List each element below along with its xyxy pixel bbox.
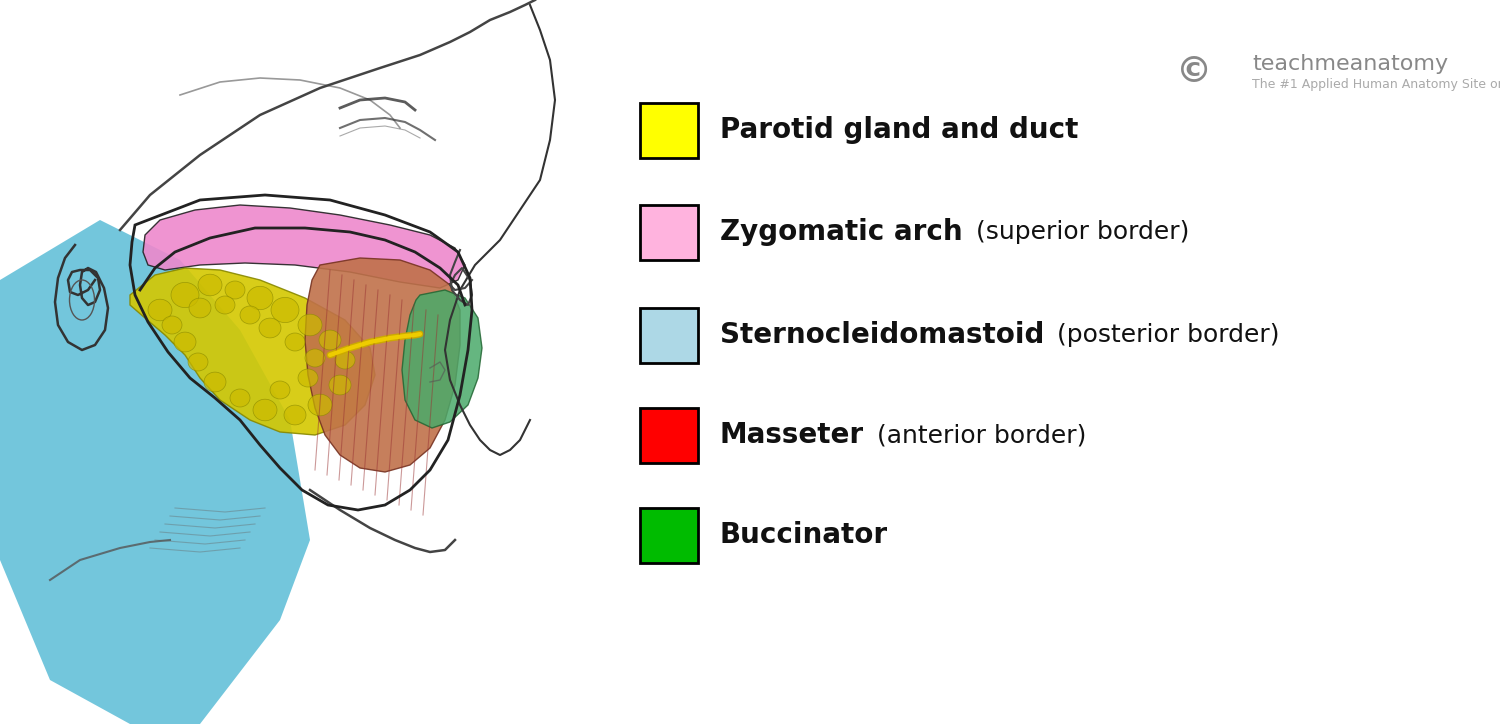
Bar <box>640 508 698 563</box>
Ellipse shape <box>284 405 306 425</box>
Ellipse shape <box>272 298 298 323</box>
Ellipse shape <box>334 351 356 369</box>
Ellipse shape <box>188 353 209 371</box>
Polygon shape <box>0 220 310 724</box>
Ellipse shape <box>214 296 236 314</box>
Polygon shape <box>402 290 482 428</box>
Ellipse shape <box>162 316 182 334</box>
Text: Buccinator: Buccinator <box>720 521 888 549</box>
Ellipse shape <box>320 330 340 350</box>
Text: Zygomatic arch: Zygomatic arch <box>720 218 963 246</box>
Text: (anterior border): (anterior border) <box>868 423 1086 447</box>
Ellipse shape <box>298 314 322 336</box>
Ellipse shape <box>171 282 200 308</box>
Bar <box>640 204 698 259</box>
Polygon shape <box>304 258 460 472</box>
Ellipse shape <box>270 381 290 399</box>
Text: teachmeanatomy: teachmeanatomy <box>1252 54 1449 75</box>
Ellipse shape <box>328 375 351 395</box>
Ellipse shape <box>260 318 280 338</box>
Text: Sternocleidomastoid: Sternocleidomastoid <box>720 321 1044 349</box>
Bar <box>640 103 698 158</box>
Text: Parotid gland and duct: Parotid gland and duct <box>720 116 1078 144</box>
Text: Masseter: Masseter <box>720 421 864 449</box>
Ellipse shape <box>308 394 332 416</box>
Ellipse shape <box>240 306 260 324</box>
Ellipse shape <box>225 281 245 299</box>
Ellipse shape <box>254 399 278 421</box>
Ellipse shape <box>189 298 211 318</box>
Bar <box>640 308 698 363</box>
Text: (superior border): (superior border) <box>968 220 1190 244</box>
Ellipse shape <box>304 349 326 367</box>
Ellipse shape <box>248 286 273 310</box>
Ellipse shape <box>148 299 172 321</box>
Ellipse shape <box>174 332 196 352</box>
Bar <box>640 408 698 463</box>
Ellipse shape <box>298 369 318 387</box>
Text: ©: © <box>1176 56 1212 89</box>
Ellipse shape <box>198 274 222 296</box>
Ellipse shape <box>285 333 304 351</box>
Ellipse shape <box>230 389 251 407</box>
Ellipse shape <box>204 372 226 392</box>
Polygon shape <box>142 205 465 288</box>
Polygon shape <box>130 268 375 435</box>
Text: The #1 Applied Human Anatomy Site on the Web.: The #1 Applied Human Anatomy Site on the… <box>1252 78 1500 91</box>
Text: (posterior border): (posterior border) <box>1050 323 1280 347</box>
